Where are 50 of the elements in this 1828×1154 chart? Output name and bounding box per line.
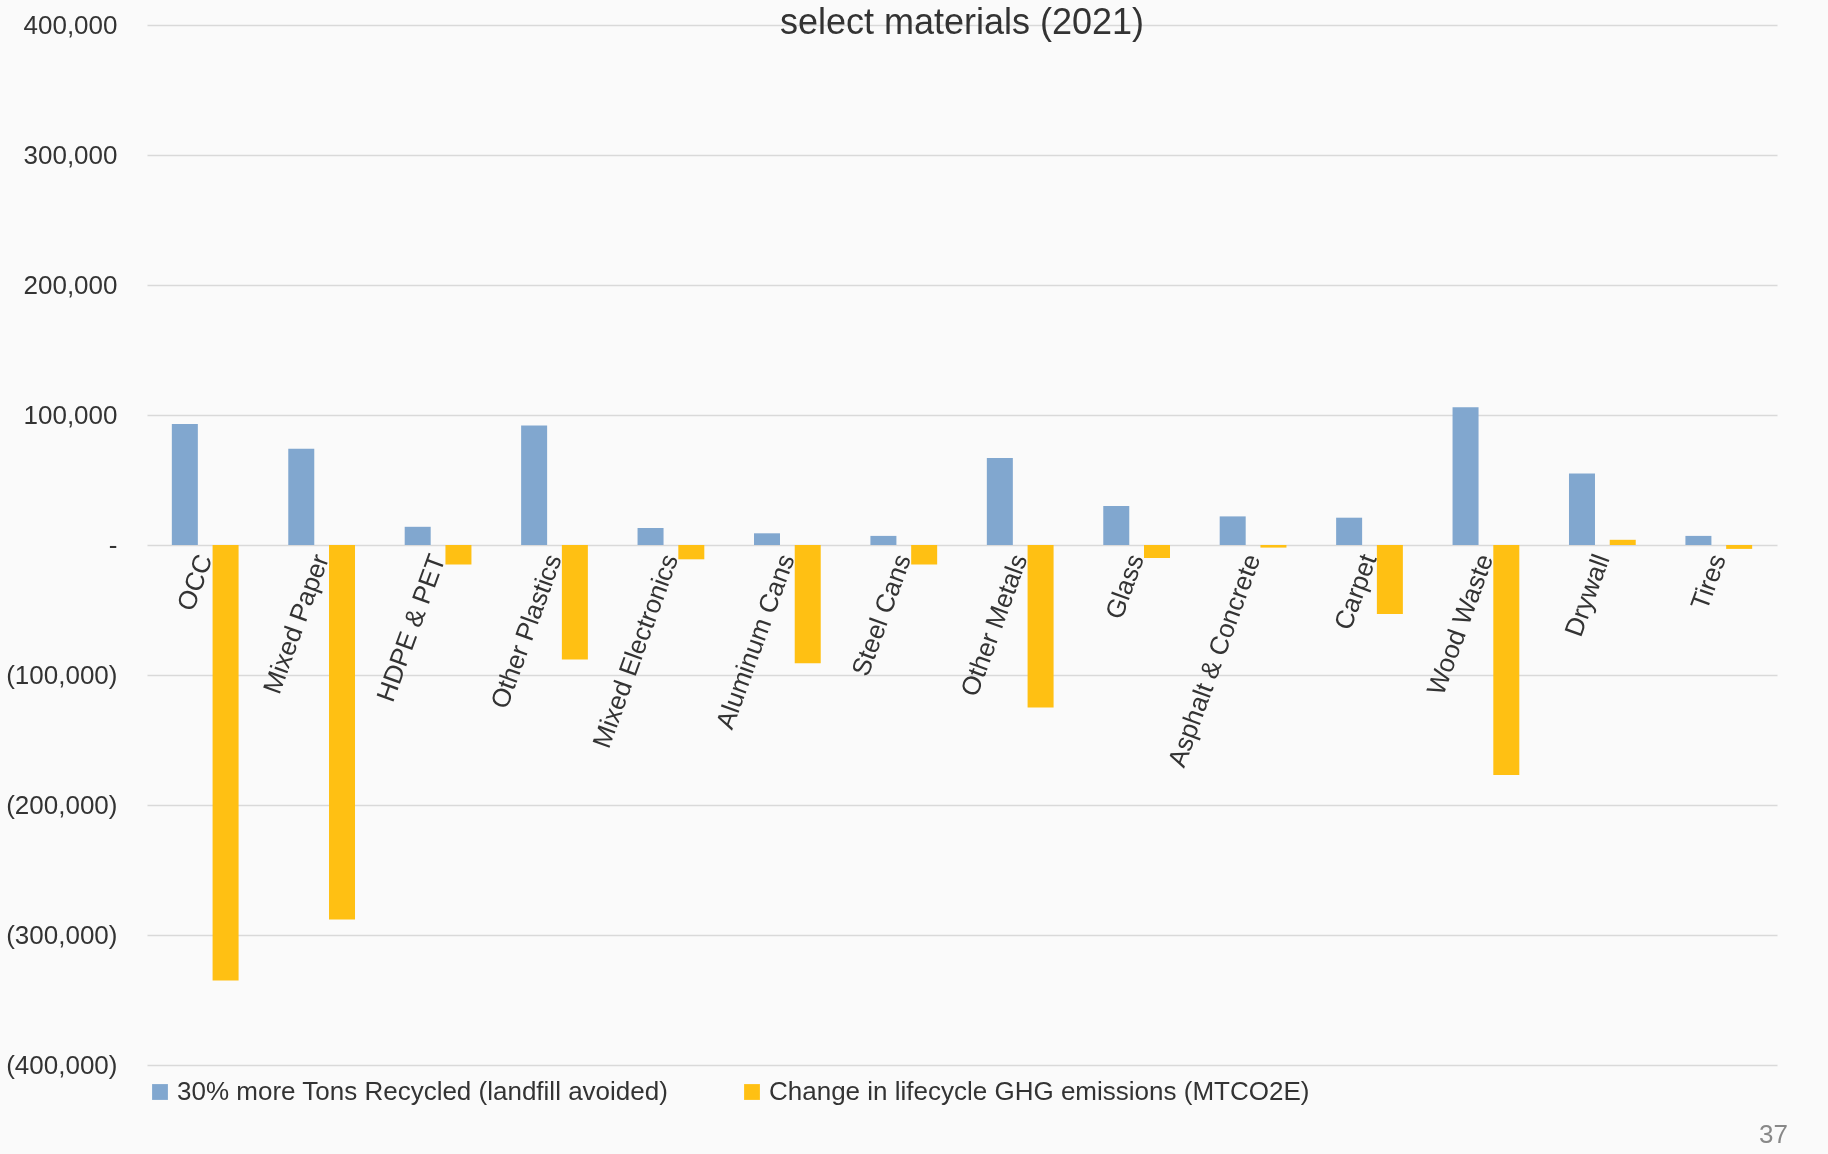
text: 37: [1759, 1119, 1788, 1150]
x-tick-label: Steel Cans: [845, 550, 917, 680]
x-tick-label: Wood Waste: [1420, 550, 1500, 699]
bar: [870, 535, 897, 545]
bar: [445, 545, 472, 565]
y-tick-label: -: [108, 529, 118, 560]
bar: [1103, 506, 1130, 545]
bar: [1568, 473, 1595, 545]
bar: [1609, 539, 1636, 545]
bar: [1260, 545, 1287, 548]
y-tick-label: 200,000: [23, 269, 118, 300]
y-tick-label: (400,000): [6, 1049, 118, 1080]
x-tick-label: Tires: [1684, 550, 1732, 614]
bar: [404, 526, 431, 545]
bar: [1219, 516, 1246, 545]
x-tick-label: Mixed Paper: [256, 549, 335, 698]
bar: [753, 533, 780, 545]
y-tick-label: (200,000): [6, 789, 118, 820]
chart-title: select materials (2021): [779, 1, 1145, 42]
bar: [1452, 407, 1479, 545]
legend-label: Change in lifecycle GHG emissions (MTCO2E): [769, 1076, 1310, 1106]
bar: [212, 545, 239, 981]
bar: [329, 545, 356, 920]
bar: [171, 424, 198, 545]
bar: [1726, 545, 1753, 549]
x-tick-label: HDPE & PET: [370, 549, 452, 706]
x-tick-label: Carpet: [1327, 549, 1383, 634]
bar: [911, 545, 938, 565]
bar: [521, 425, 548, 545]
y-tick-label: 400,000: [23, 9, 118, 40]
legend-label: 30% more Tons Recycled (landfill avoided): [177, 1076, 668, 1106]
bar: [678, 545, 705, 560]
bar: [986, 457, 1013, 545]
bar: [1376, 545, 1403, 614]
x-tick-label: OCC: [170, 550, 219, 615]
y-tick-label: 100,000: [23, 399, 118, 430]
bar: [288, 448, 315, 545]
bar: [1685, 535, 1712, 545]
y-tick-label: 300,000: [23, 139, 118, 170]
bar: [794, 545, 821, 664]
bar: [1027, 545, 1054, 708]
bar: [561, 545, 588, 660]
bar: [1493, 545, 1520, 776]
y-tick-label: (300,000): [6, 919, 118, 950]
bar: [637, 528, 664, 545]
bar: [1336, 517, 1363, 545]
y-tick-label: (100,000): [6, 659, 118, 690]
x-tick-label: Glass: [1098, 550, 1150, 623]
bar: [1144, 545, 1171, 558]
x-tick-label: Other Metals: [954, 550, 1034, 701]
